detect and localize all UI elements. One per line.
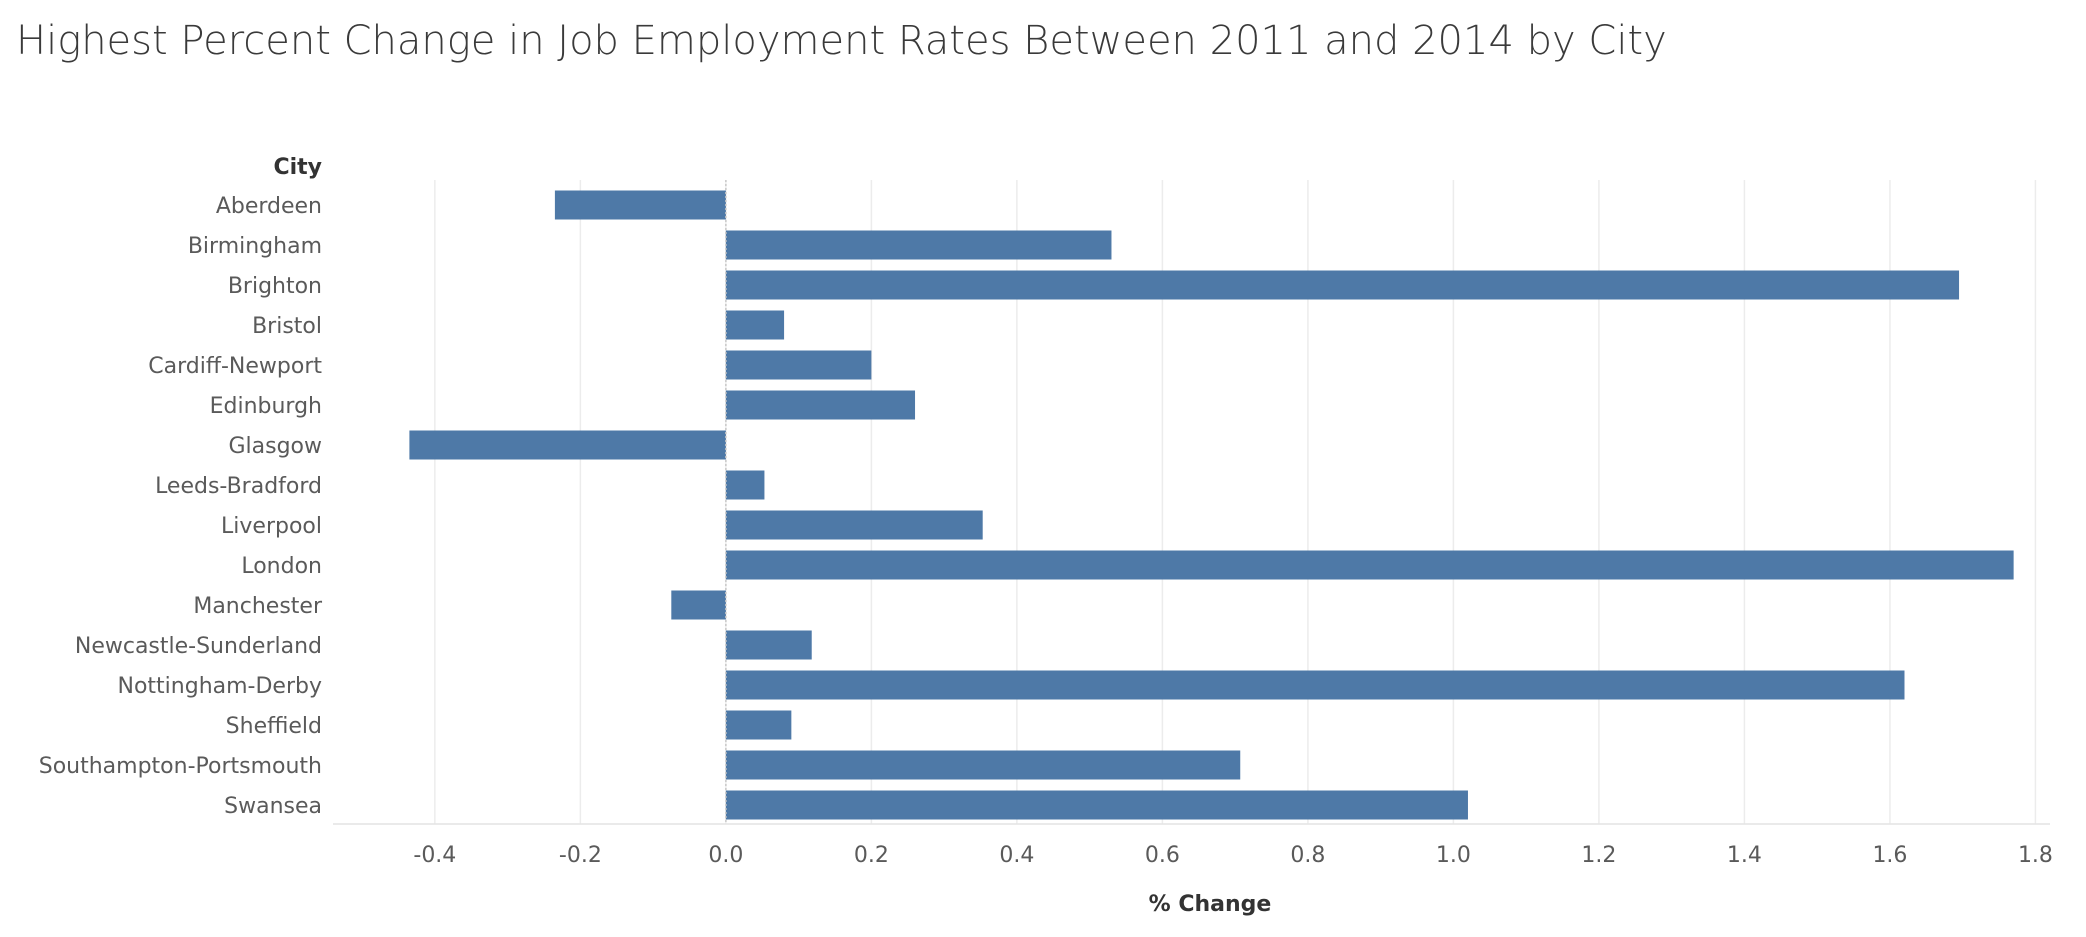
x-tick-label: -0.2 (559, 843, 602, 868)
bar[interactable] (725, 750, 1241, 780)
x-tick-label: 0.2 (854, 843, 889, 868)
x-tick-label: 0.8 (1290, 843, 1325, 868)
bar[interactable] (725, 350, 872, 380)
x-tick-label: 1.6 (1872, 843, 1907, 868)
x-tick-label: 1.0 (1436, 843, 1471, 868)
bar[interactable] (725, 270, 1960, 300)
x-tick-label: -0.4 (413, 843, 456, 868)
category-label: Swansea (224, 794, 322, 819)
x-axis-title: % Change (1149, 892, 1272, 917)
bar[interactable] (725, 630, 812, 660)
bar[interactable] (725, 310, 785, 340)
category-label: Brighton (228, 274, 322, 299)
category-label: Birmingham (188, 234, 322, 259)
bar[interactable] (725, 670, 1905, 700)
x-tick-label: 0.4 (999, 843, 1034, 868)
category-label: Edinburgh (210, 394, 322, 419)
chart-title: Highest Percent Change in Job Employment… (16, 18, 1667, 64)
category-label: Liverpool (221, 514, 322, 539)
bar[interactable] (725, 470, 765, 500)
category-label: Bristol (252, 314, 322, 339)
bar[interactable] (725, 390, 916, 420)
x-tick-label: 1.4 (1727, 843, 1762, 868)
category-label: London (241, 554, 322, 579)
category-label: Leeds-Bradford (155, 474, 322, 499)
bar[interactable] (725, 550, 2014, 580)
category-label: Manchester (193, 594, 323, 619)
x-tick-label: 1.2 (1581, 843, 1616, 868)
bar[interactable] (725, 710, 792, 740)
bar[interactable] (671, 590, 726, 620)
bar[interactable] (409, 430, 726, 460)
bar[interactable] (725, 510, 983, 540)
x-tick-label: 1.8 (2018, 843, 2053, 868)
bar[interactable] (725, 230, 1112, 260)
category-label: Aberdeen (216, 194, 322, 219)
category-label: Sheffield (226, 714, 322, 739)
bar[interactable] (554, 190, 726, 220)
y-axis-title: City (273, 155, 322, 180)
category-label: Southampton-Portsmouth (39, 754, 322, 779)
category-label: Glasgow (228, 434, 322, 459)
x-tick-label: 0.0 (708, 843, 743, 868)
category-label: Nottingham-Derby (118, 674, 323, 699)
x-tick-label: 0.6 (1145, 843, 1180, 868)
bar[interactable] (725, 790, 1468, 820)
category-label: Newcastle-Sunderland (75, 634, 322, 659)
category-label: Cardiff-Newport (148, 354, 322, 379)
